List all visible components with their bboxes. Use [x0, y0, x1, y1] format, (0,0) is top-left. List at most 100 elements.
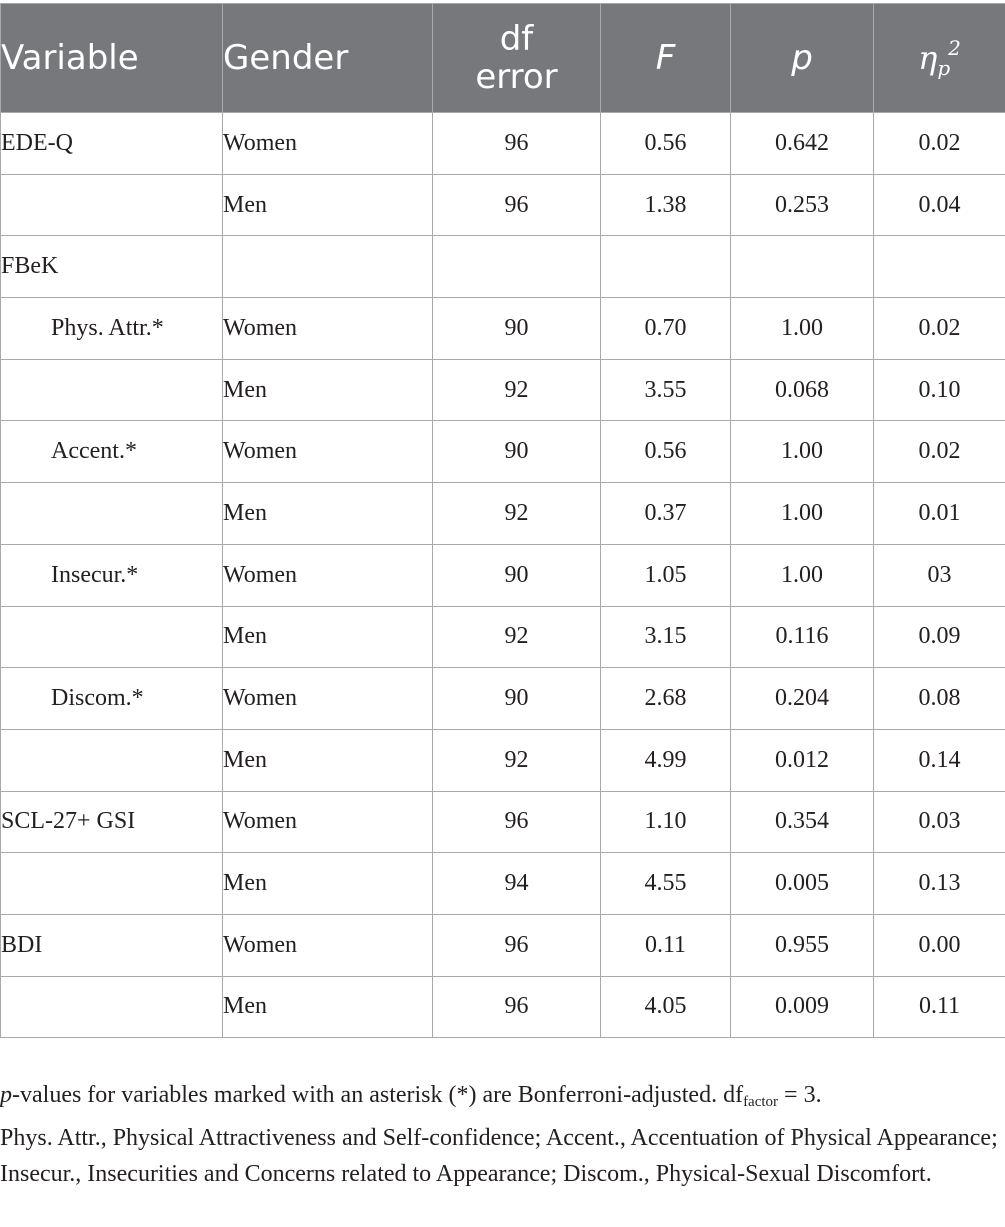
footnote-line1-text: -values for variables marked with an ast…: [12, 1082, 744, 1108]
cell-eta: 0.11: [873, 975, 1005, 1039]
table-body: EDE-Q Women 96 0.56 0.642 0.02 Men 96 1.38 0.253 0…: [0, 112, 1005, 1039]
table-footnote: p-values for variables marked with an as…: [0, 1077, 1000, 1192]
cell-p: 0.116: [730, 605, 874, 669]
table-row: FBeK: [0, 235, 1005, 299]
header-df-error: df error: [432, 3, 601, 113]
cell-p: 0.642: [730, 112, 874, 175]
cell-f: 4.05: [600, 975, 731, 1039]
footnote-line1: p-values for variables marked with an as…: [0, 1077, 1000, 1120]
table-row: Insecur.* Women 90 1.05 1.00 03: [0, 543, 1005, 607]
cell-variable: [0, 358, 223, 422]
cell-f: 0.37: [600, 482, 731, 545]
cell-gender: Men: [222, 605, 433, 669]
cell-variable: EDE-Q: [0, 112, 223, 175]
table-row: Men 92 3.15 0.116 0.09: [0, 605, 1005, 669]
cell-eta: 0.02: [873, 112, 1005, 175]
header-p-label: p: [791, 38, 813, 78]
header-eta: ηp2: [873, 3, 1005, 113]
footnote-df-sub: factor: [743, 1094, 779, 1110]
cell-f: 0.11: [600, 913, 731, 977]
cell-gender: Men: [222, 728, 433, 792]
table-row: EDE-Q Women 96 0.56 0.642 0.02: [0, 112, 1005, 175]
header-variable: Variable: [0, 3, 223, 113]
cell-variable: Insecur.*: [0, 543, 223, 607]
header-eta-label: ηp2: [918, 36, 961, 80]
cell-f: 3.55: [600, 358, 731, 422]
cell-gender: Men: [222, 358, 433, 422]
cell-eta: 0.04: [873, 173, 1005, 237]
cell-f: 1.38: [600, 173, 731, 237]
cell-f: 4.99: [600, 728, 731, 792]
cell-df-error: 96: [432, 790, 601, 854]
cell-gender: Women: [222, 112, 433, 175]
cell-eta: 0.01: [873, 482, 1005, 545]
cell-df-error: 90: [432, 543, 601, 607]
cell-eta: 0.09: [873, 605, 1005, 669]
cell-gender: Women: [222, 543, 433, 607]
cell-gender: Men: [222, 173, 433, 237]
cell-p: 0.253: [730, 173, 874, 237]
results-table: Variable Gender df error F p ηp2 EDE-Q Wo…: [0, 3, 1005, 1039]
cell-variable: [0, 173, 223, 237]
cell-df-error: 96: [432, 173, 601, 237]
cell-variable: FBeK: [0, 235, 223, 299]
cell-df-error: 92: [432, 728, 601, 792]
header-df-error-line2: error: [475, 57, 558, 97]
cell-eta: 0.10: [873, 358, 1005, 422]
cell-variable: [0, 852, 223, 915]
cell-gender: Women: [222, 420, 433, 484]
cell-eta: 0.00: [873, 913, 1005, 977]
header-gender: Gender: [222, 3, 433, 113]
cell-p: 0.955: [730, 913, 874, 977]
cell-variable: BDI: [0, 913, 223, 977]
cell-f: 1.10: [600, 790, 731, 854]
header-f-label: F: [655, 38, 676, 78]
cell-eta: 0.03: [873, 790, 1005, 854]
table-row: Men 94 4.55 0.005 0.13: [0, 852, 1005, 915]
cell-df-error: 94: [432, 852, 601, 915]
cell-p: [730, 235, 874, 299]
table-row: Phys. Attr.* Women 90 0.70 1.00 0.02: [0, 297, 1005, 360]
cell-p: 0.068: [730, 358, 874, 422]
cell-df-error: 96: [432, 913, 601, 977]
header-eta-sub: p: [937, 56, 951, 80]
header-df-error-line1: df: [499, 19, 534, 59]
cell-eta: 0.08: [873, 667, 1005, 730]
cell-df-error: 96: [432, 112, 601, 175]
table-row: Men 96 4.05 0.009 0.11: [0, 975, 1005, 1039]
cell-gender: Women: [222, 297, 433, 360]
cell-f: 0.56: [600, 112, 731, 175]
cell-eta: 0.02: [873, 420, 1005, 484]
cell-f: 3.15: [600, 605, 731, 669]
cell-eta: 0.14: [873, 728, 1005, 792]
cell-variable: Accent.*: [0, 420, 223, 484]
table-row: Accent.* Women 90 0.56 1.00 0.02: [0, 420, 1005, 484]
table-row: Men 92 0.37 1.00 0.01: [0, 482, 1005, 545]
header-eta-symbol: η: [918, 39, 938, 77]
table-row: Men 96 1.38 0.253 0.04: [0, 173, 1005, 237]
header-f: F: [600, 3, 731, 113]
table-row: BDI Women 96 0.11 0.955 0.00: [0, 913, 1005, 977]
cell-gender: Women: [222, 913, 433, 977]
cell-p: 1.00: [730, 543, 874, 607]
cell-p: 1.00: [730, 297, 874, 360]
cell-gender: Women: [222, 667, 433, 730]
cell-eta: 03: [873, 543, 1005, 607]
cell-gender: [222, 235, 433, 299]
cell-df-error: 92: [432, 605, 601, 669]
cell-variable: SCL-27+ GSI: [0, 790, 223, 854]
cell-df-error: 90: [432, 667, 601, 730]
cell-f: 0.56: [600, 420, 731, 484]
cell-f: 4.55: [600, 852, 731, 915]
cell-df-error: 92: [432, 482, 601, 545]
cell-variable: Discom.*: [0, 667, 223, 730]
cell-p: 0.354: [730, 790, 874, 854]
table-row: Men 92 3.55 0.068 0.10: [0, 358, 1005, 422]
table-row: Men 92 4.99 0.012 0.14: [0, 728, 1005, 792]
cell-df-error: 90: [432, 297, 601, 360]
cell-f: 1.05: [600, 543, 731, 607]
cell-p: 0.009: [730, 975, 874, 1039]
cell-f: 2.68: [600, 667, 731, 730]
cell-gender: Men: [222, 852, 433, 915]
header-p: p: [730, 3, 874, 113]
